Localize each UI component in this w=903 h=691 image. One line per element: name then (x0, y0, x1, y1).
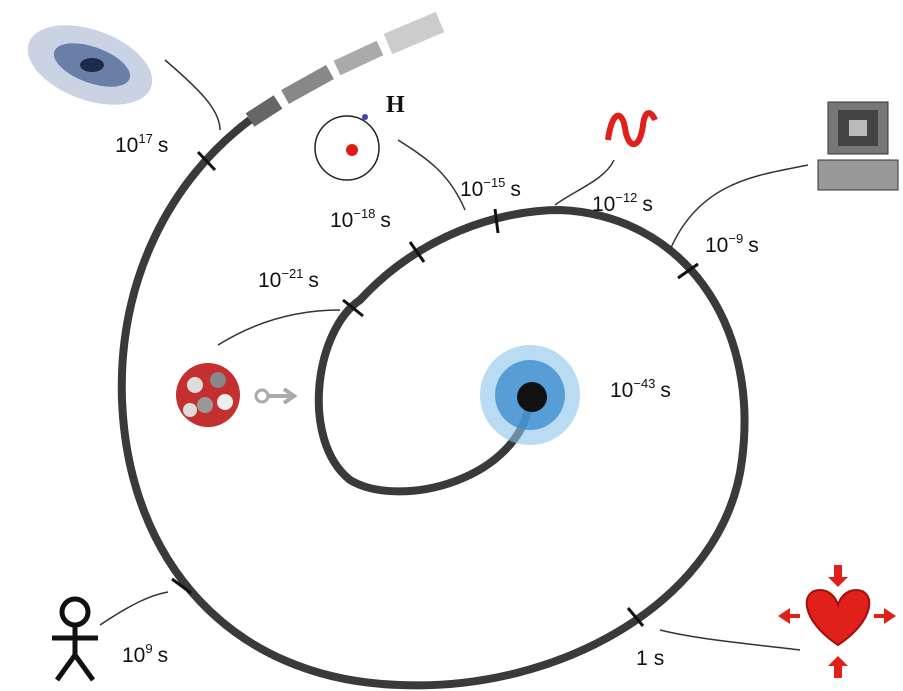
time-label: 10−15 s (460, 175, 521, 201)
label-part: s (660, 379, 671, 402)
label-part: 10 (460, 178, 483, 201)
nucleus-icon (176, 363, 298, 427)
label-part: s (654, 647, 665, 670)
label-part: 10 (115, 134, 138, 157)
time-label: 1017 s (115, 131, 168, 157)
spiral-extension (245, 11, 445, 127)
leader-lines (99, 59, 809, 651)
label-part: 17 (138, 131, 152, 146)
time-spiral (117, 116, 749, 690)
label-part: 10 (330, 209, 353, 232)
atom-label: H (386, 92, 405, 118)
label-part: 10 (122, 644, 145, 667)
time-label: 10−18 s (330, 206, 391, 232)
label-part: 10 (610, 379, 633, 402)
label-part: s (308, 269, 319, 292)
label-part: 10 (258, 269, 281, 292)
galaxy-icon (27, 25, 153, 105)
label-part: −18 (353, 206, 375, 221)
label-part: 9 (145, 641, 152, 656)
time-label: 10−9 s (705, 231, 759, 257)
time-label: 10−12 s (592, 190, 653, 216)
label-part: 10 (705, 234, 728, 257)
label-part: s (158, 644, 169, 667)
label-part: −21 (281, 266, 303, 281)
time-label: 10−21 s (258, 266, 319, 292)
label-part: s (748, 234, 759, 257)
spiral-ticks (171, 150, 699, 627)
time-label: 10−43 s (610, 376, 671, 402)
label-part: −12 (615, 190, 637, 205)
label-part: 10 (592, 193, 615, 216)
label-part: −9 (728, 231, 743, 246)
label-part: s (380, 209, 391, 232)
label-part: −15 (483, 175, 505, 190)
label-part: s (510, 178, 521, 201)
label-part: s (642, 193, 653, 216)
computer-icon (817, 101, 899, 191)
label-part: −43 (633, 376, 655, 391)
wave-icon (605, 110, 658, 148)
heart-icon (778, 565, 896, 678)
person-icon (52, 596, 98, 682)
hydrogen-atom-icon (314, 114, 380, 181)
label-part: s (158, 134, 169, 157)
big-bang-icon (480, 345, 580, 445)
time-label: 109 s (122, 641, 168, 667)
label-part: 1 (636, 647, 648, 670)
